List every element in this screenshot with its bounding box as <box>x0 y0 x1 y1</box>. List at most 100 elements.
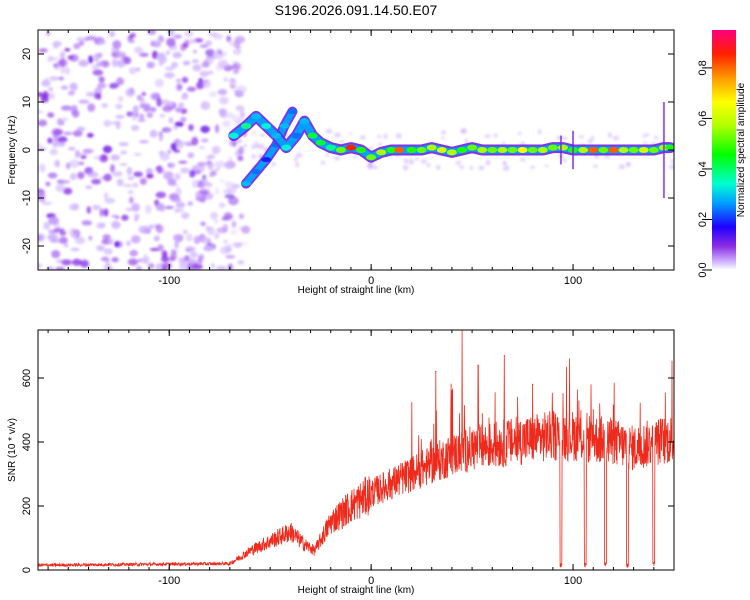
noise-blob <box>132 182 139 188</box>
noise-blob <box>47 137 53 144</box>
noise-blob <box>63 243 69 248</box>
noise-blob <box>155 224 164 234</box>
noise-blob <box>48 92 55 100</box>
noise-blob <box>131 125 140 131</box>
haze-blob <box>426 162 431 168</box>
noise-blob <box>164 66 175 71</box>
signal-track-point <box>537 147 548 153</box>
haze-blob <box>517 132 522 135</box>
haze-blob <box>469 165 474 170</box>
noise-blob <box>109 30 115 38</box>
haze-blob <box>251 132 257 135</box>
noise-blob <box>199 44 209 48</box>
haze-blob <box>334 132 341 138</box>
noise-blob <box>76 126 86 132</box>
noise-blob <box>164 205 175 210</box>
noise-blob <box>126 166 133 176</box>
noise-blob <box>184 39 190 45</box>
noise-blob <box>223 239 229 245</box>
noise-blob <box>228 80 238 85</box>
noise-blob <box>117 51 126 59</box>
noise-blob <box>58 58 68 68</box>
noise-blob <box>65 67 70 75</box>
noise-blob <box>167 162 176 169</box>
haze-blob <box>618 164 626 170</box>
haze-blob <box>351 155 358 159</box>
colorbar-label: Normalized spectral amplitude <box>736 82 747 217</box>
noise-blob <box>215 124 220 134</box>
noise-blob <box>179 262 188 270</box>
noise-blob <box>152 39 162 48</box>
noise-blob <box>87 171 99 178</box>
haze-blob <box>421 158 427 164</box>
noise-blob <box>166 37 176 47</box>
haze-blob <box>271 162 276 167</box>
colorbar-tick-label: 0.6 <box>697 111 709 126</box>
noise-blob <box>139 177 147 185</box>
noise-blob <box>158 55 167 64</box>
noise-blob <box>181 212 190 219</box>
noise-blob <box>85 91 96 97</box>
noise-blob <box>121 214 129 221</box>
haze-blob <box>502 161 508 165</box>
noise-blob <box>116 178 124 187</box>
noise-blob <box>60 50 65 60</box>
signal-track-point <box>291 132 302 139</box>
noise-blob <box>98 40 106 45</box>
haze-blob <box>478 165 485 171</box>
noise-blob <box>169 256 175 262</box>
noise-blob <box>103 208 109 217</box>
noise-blob <box>186 86 197 92</box>
noise-blob <box>149 247 159 252</box>
haze-blob <box>325 128 333 134</box>
snr-dropout <box>604 564 606 566</box>
noise-blob <box>217 88 228 96</box>
noise-blob <box>184 141 194 147</box>
noise-blob <box>119 150 128 155</box>
signal-track-point <box>578 147 589 153</box>
noise-blob <box>96 245 105 252</box>
signal-track-point <box>386 147 397 153</box>
noise-blob <box>232 242 243 247</box>
noise-blob <box>134 46 144 54</box>
spectrogram-xtick-label: 100 <box>564 275 582 287</box>
noise-blob <box>132 105 139 114</box>
haze-blob <box>626 161 630 168</box>
noise-blob <box>229 83 236 89</box>
noise-blob <box>123 56 132 65</box>
haze-blob <box>257 143 265 150</box>
noise-blob <box>200 101 211 110</box>
noise-blob <box>225 254 236 259</box>
noise-blob <box>63 187 73 195</box>
haze-blob <box>436 164 441 171</box>
noise-blob <box>68 203 78 211</box>
snr-panel: -100 0 100 0 200 400 600 Height of straight li… <box>7 329 675 596</box>
noise-blob <box>44 77 49 84</box>
snr-dropout <box>560 566 562 568</box>
noise-blob <box>53 228 65 233</box>
noise-blob <box>181 76 189 83</box>
haze-blob <box>607 132 613 138</box>
noise-blob <box>227 263 233 270</box>
noise-blob <box>161 267 168 270</box>
noise-blob <box>133 171 143 177</box>
noise-blob <box>218 59 229 69</box>
noise-blob <box>222 120 231 128</box>
colorbar-tick-label: 0.4 <box>697 161 709 176</box>
haze-blob <box>519 158 526 162</box>
noise-blob <box>176 78 181 83</box>
noise-blob <box>214 160 226 168</box>
noise-blob <box>159 113 166 118</box>
haze-blob <box>441 136 446 140</box>
noise-blob <box>155 78 164 88</box>
noise-blob <box>38 143 42 147</box>
noise-blob <box>219 96 229 105</box>
noise-blob <box>170 142 178 151</box>
noise-blob <box>117 96 124 102</box>
haze-blob <box>333 155 341 161</box>
colorbar-tick-label: 0.8 <box>697 60 709 75</box>
noise-blob <box>69 159 80 168</box>
signal-track-point <box>241 123 251 129</box>
noise-blob <box>192 64 202 72</box>
signal-track-point <box>228 132 239 139</box>
